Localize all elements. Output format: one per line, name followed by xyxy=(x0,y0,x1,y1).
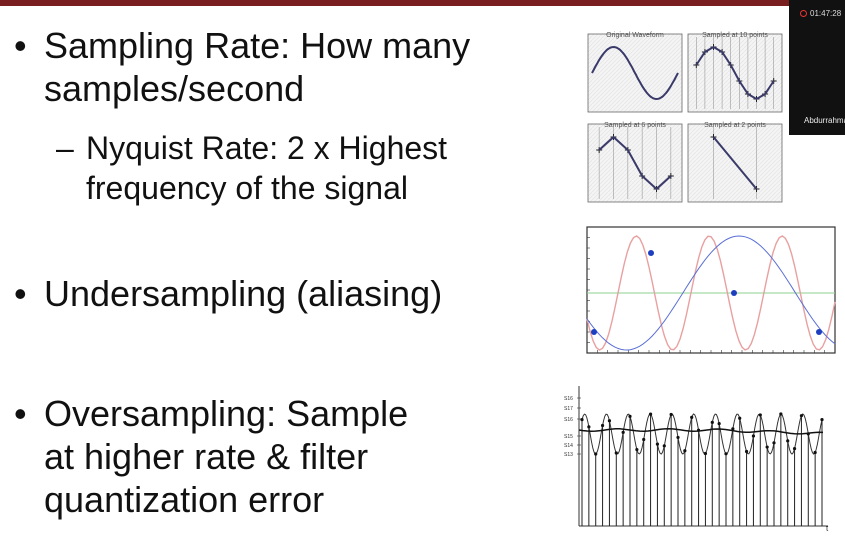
sub-bullet-nyquist: – Nyquist Rate: 2 x Highest frequency of… xyxy=(56,128,447,208)
bullet-marker: • xyxy=(14,393,27,434)
sub-bullet-text-line: frequency of the signal xyxy=(86,170,408,206)
bullet-text-line: samples/second xyxy=(44,68,305,109)
y-tick-label: S14 xyxy=(564,443,573,449)
bullet-text-line: Sampling Rate: How many xyxy=(44,25,471,66)
y-tick-label: S16 xyxy=(564,396,573,402)
bullet-text-line: Undersampling (aliasing) xyxy=(44,273,443,314)
sample-dot xyxy=(669,412,673,417)
sample-dot xyxy=(806,432,810,436)
bullet-text-line: Oversampling: Sample xyxy=(44,393,409,434)
aliasing-figure xyxy=(586,226,836,354)
sample-dot xyxy=(648,412,653,416)
y-tick-label: S16 xyxy=(564,417,573,423)
sample-dot xyxy=(662,444,666,448)
panel-label: Sampled at 10 points xyxy=(702,32,768,39)
oversampling-signal xyxy=(581,413,823,455)
aliasing-alias-signal xyxy=(586,235,836,351)
sample-dot xyxy=(683,449,687,453)
recording-time: 01:47:28 xyxy=(810,9,842,18)
sample-point xyxy=(591,329,597,335)
sample-dot xyxy=(731,427,735,431)
oversampling-x-label: t xyxy=(826,524,829,532)
sample-dot xyxy=(703,451,708,456)
sample-dot xyxy=(820,418,824,422)
sample-dot xyxy=(580,418,584,422)
sample-dot xyxy=(744,449,749,454)
sample-dot xyxy=(779,412,783,416)
bullet-text-line: quantization error xyxy=(44,479,325,520)
sample-dot xyxy=(724,452,728,456)
bullet-text-line: at higher rate & filter xyxy=(44,436,369,477)
sample-dot xyxy=(738,416,742,420)
sampled-10-waveform xyxy=(695,45,775,101)
sample-dot xyxy=(614,451,618,455)
panel-sampled-6: Sampled at 6 points xyxy=(587,122,683,203)
participant-name: Abdurrahma xyxy=(804,116,845,125)
sampled-6-waveform xyxy=(598,135,672,191)
sample-dot xyxy=(655,442,660,446)
sample-dot xyxy=(587,425,591,429)
original-waveform-curve xyxy=(591,45,679,101)
sample-dot xyxy=(717,422,721,426)
recording-indicator: 01:47:28 xyxy=(800,9,841,18)
panel-label: Original Waveform xyxy=(606,32,664,39)
sample-dot xyxy=(751,434,756,438)
bullet-marker: • xyxy=(14,25,27,66)
sample-dot xyxy=(792,446,797,451)
sample-dot xyxy=(600,423,605,428)
sample-dot xyxy=(607,419,612,423)
sample-dot xyxy=(635,447,639,452)
oversampling-filtered-line xyxy=(578,428,824,435)
sub-bullet-text-line: Nyquist Rate: 2 x Highest xyxy=(86,130,448,166)
y-tick-label: S13 xyxy=(564,452,573,458)
sampled-2-waveform xyxy=(712,136,758,190)
record-icon xyxy=(800,10,807,17)
sample-dot xyxy=(676,435,680,440)
sample-dot xyxy=(772,441,776,445)
sample-marker xyxy=(667,173,674,179)
bullet-oversampling: • Oversampling: Sample at higher rate & … xyxy=(0,392,408,521)
panel-sampled-10: Sampled at 10 points xyxy=(687,32,783,113)
bullet-undersampling: • Undersampling (aliasing) xyxy=(0,272,442,315)
participant-video-panel[interactable] xyxy=(789,0,845,135)
bullet-sampling-rate: • Sampling Rate: How many samples/second xyxy=(0,24,470,110)
y-tick-label: S17 xyxy=(564,406,573,412)
sample-point xyxy=(816,329,822,335)
panel-label: Sampled at 2 points xyxy=(704,122,766,129)
panel-label: Sampled at 6 points xyxy=(604,122,666,129)
panel-sampled-2: Sampled at 2 points xyxy=(687,122,783,203)
sample-dot xyxy=(813,450,817,455)
slide-top-bar xyxy=(0,0,845,6)
sampling-figure: Original Waveform Sampled at 10 points S… xyxy=(587,32,783,203)
panel-original: Original Waveform xyxy=(587,32,683,113)
sample-dot xyxy=(628,414,632,418)
sample-dot xyxy=(594,452,598,456)
sample-marker xyxy=(596,147,603,153)
oversampling-figure: t S16 S17 S16 S15 S14 S13 xyxy=(564,386,829,532)
sample-dot xyxy=(696,428,701,432)
y-tick-label: S15 xyxy=(564,434,573,440)
dash-marker: – xyxy=(56,130,74,166)
sample-dot xyxy=(690,415,694,419)
sample-point xyxy=(648,250,654,256)
sample-dot xyxy=(765,445,769,449)
bullet-marker: • xyxy=(14,273,27,314)
sample-dot xyxy=(642,437,646,442)
sample-dot xyxy=(758,413,762,417)
sample-point xyxy=(731,290,737,296)
aliasing-original-signal xyxy=(586,235,836,351)
sample-dot xyxy=(799,414,804,418)
sample-dot xyxy=(710,420,714,424)
sample-dot xyxy=(786,439,790,443)
sample-dot xyxy=(621,430,625,434)
